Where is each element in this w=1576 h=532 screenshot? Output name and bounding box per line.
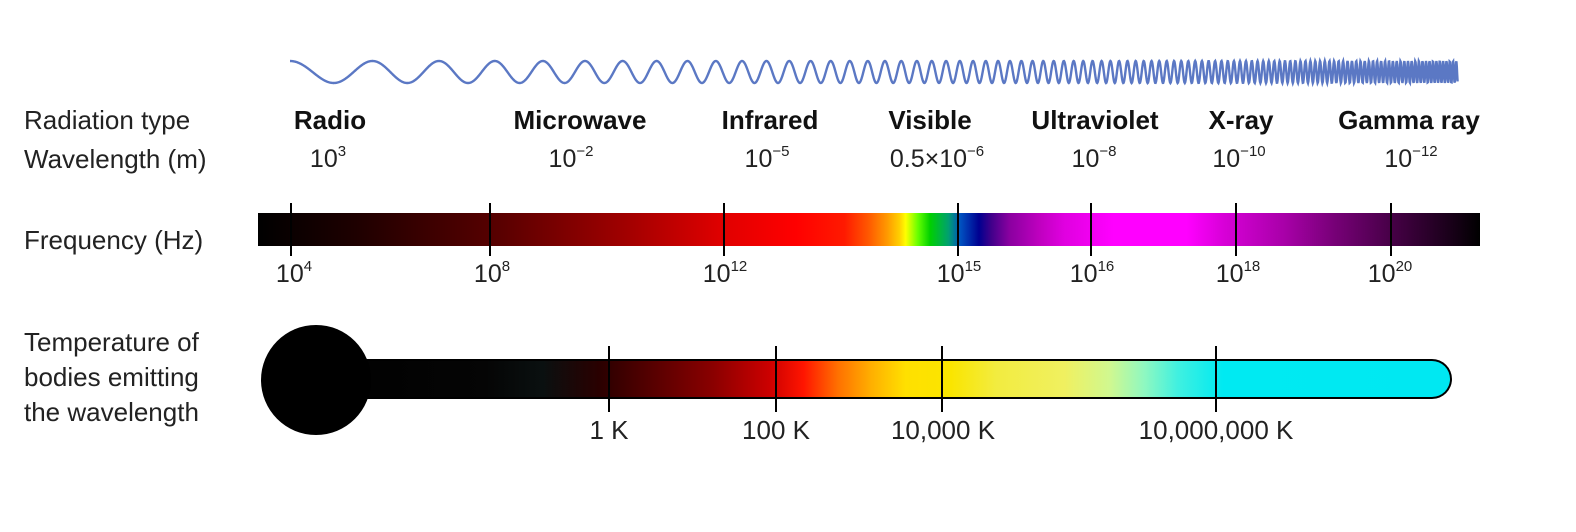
temperature-label-line: bodies emitting	[24, 362, 199, 392]
radiation-type-ultraviolet: Ultraviolet	[1031, 105, 1159, 135]
radiation-type-xray: X-ray	[1208, 105, 1274, 135]
frequency-value: 104	[275, 257, 313, 288]
frequency-tick	[290, 203, 292, 256]
frequency-label: Frequency (Hz)	[24, 225, 204, 255]
radiation-type-label: Radiation type	[24, 105, 191, 135]
wave-illustration	[290, 56, 1459, 88]
radiation-type-visible: Visible	[888, 105, 972, 135]
temperature-tick	[941, 346, 943, 412]
radiation-type-infrared: Infrared	[721, 105, 819, 135]
frequency-tick	[489, 203, 491, 256]
frequency-value: 1018	[1215, 257, 1261, 288]
frequency-tick	[1235, 203, 1237, 256]
radiation-type-microwave: Microwave	[513, 105, 647, 135]
temperature-label-line: Temperature of	[24, 327, 199, 357]
frequency-value: 1020	[1367, 257, 1413, 288]
temperature-value: 1 K	[589, 415, 629, 445]
wavelength-value: 103	[309, 142, 347, 173]
frequency-tick	[723, 203, 725, 256]
wavelength-value: 10−12	[1384, 142, 1438, 173]
radiation-type-radio: Radio	[293, 105, 367, 135]
frequency-value: 108	[473, 257, 511, 288]
frequency-value: 1016	[1069, 257, 1115, 288]
temperature-value: 10,000 K	[890, 415, 996, 445]
temperature-bar	[316, 359, 1452, 399]
wavelength-value: 10−2	[548, 142, 594, 173]
temperature-tick	[775, 346, 777, 412]
wavelength-value: 0.5×10−6	[889, 142, 985, 173]
temperature-tick	[608, 346, 610, 412]
temperature-label-line: the wavelength	[24, 397, 199, 427]
frequency-value: 1012	[702, 257, 748, 288]
temperature-value: 10,000,000 K	[1138, 415, 1294, 445]
wavelength-label: Wavelength (m)	[24, 144, 207, 174]
wavelength-value: 10−8	[1071, 142, 1117, 173]
frequency-tick	[957, 203, 959, 256]
thermometer-bulb	[261, 325, 371, 435]
frequency-tick	[1390, 203, 1392, 256]
temperature-tick	[1215, 346, 1217, 412]
frequency-spectrum-bar	[258, 213, 1480, 246]
temperature-value: 100 K	[742, 415, 810, 445]
frequency-tick	[1090, 203, 1092, 256]
wavelength-value: 10−10	[1212, 142, 1266, 173]
temperature-label: Temperature of bodies emitting the wavel…	[24, 325, 199, 430]
wave-line	[290, 56, 1459, 88]
radiation-type-gamma: Gamma ray	[1338, 105, 1480, 135]
frequency-value: 1015	[936, 257, 982, 288]
wavelength-value: 10−5	[744, 142, 790, 173]
